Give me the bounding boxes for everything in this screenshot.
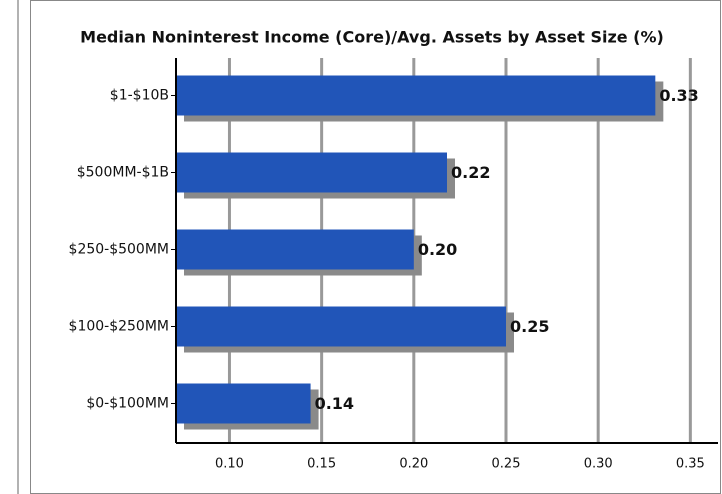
bar xyxy=(176,306,506,347)
bar xyxy=(176,75,656,116)
value-label: 0.14 xyxy=(315,394,354,413)
value-label: 0.20 xyxy=(418,240,457,259)
value-label: 0.33 xyxy=(659,86,698,105)
y-tick-label: $0-$100MM xyxy=(86,396,169,412)
x-tick-label: 0.35 xyxy=(676,457,705,472)
x-tick-label: 0.10 xyxy=(215,457,244,472)
value-label: 0.25 xyxy=(510,317,549,336)
x-tick-label: 0.25 xyxy=(492,457,521,472)
y-tick-label: $500MM-$1B xyxy=(77,165,169,181)
chart-title: Median Noninterest Income (Core)/Avg. As… xyxy=(80,28,664,47)
x-tick-label: 0.15 xyxy=(307,457,336,472)
y-tick-label: $100-$250MM xyxy=(69,319,169,335)
y-tick-label: $250-$500MM xyxy=(69,242,169,258)
x-tick-label: 0.20 xyxy=(399,457,428,472)
bar xyxy=(176,383,311,424)
x-tick-label: 0.30 xyxy=(584,457,613,472)
value-label: 0.22 xyxy=(451,163,490,182)
bar xyxy=(176,229,414,270)
bar xyxy=(176,152,447,193)
y-tick-label: $1-$10B xyxy=(110,88,169,104)
